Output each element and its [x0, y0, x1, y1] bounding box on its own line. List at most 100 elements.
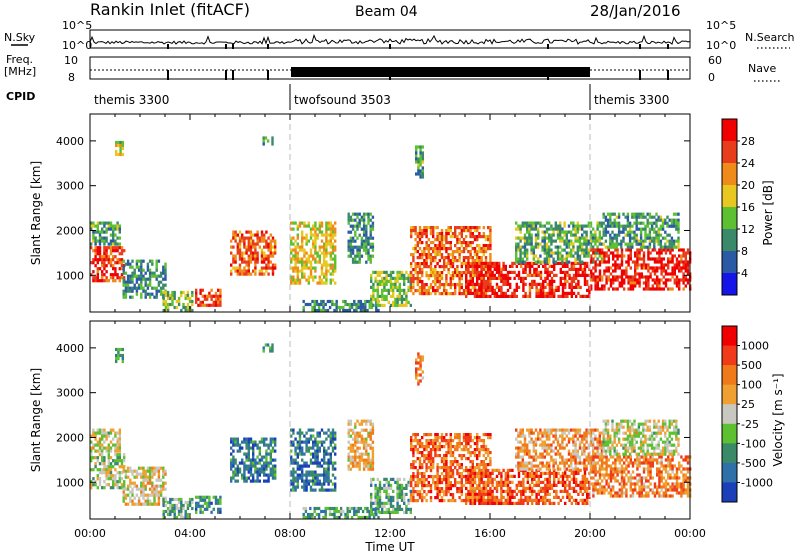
echo-cell	[440, 466, 444, 470]
echo-cell	[598, 236, 601, 240]
echo-cell	[362, 233, 366, 237]
echo-cell	[418, 466, 422, 470]
echo-cell	[356, 446, 359, 450]
echo-cell	[642, 287, 646, 291]
echo-cell	[290, 458, 293, 462]
echo-cell	[148, 466, 152, 470]
echo-cell	[296, 266, 299, 270]
echo-cell	[449, 235, 452, 239]
echo-cell	[454, 235, 457, 239]
echo-cell	[454, 283, 457, 287]
echo-cell	[126, 475, 130, 479]
echo-cell	[613, 212, 616, 216]
echo-cell	[666, 233, 669, 237]
echo-cell	[116, 242, 119, 246]
echo-cell	[241, 440, 244, 444]
echo-cell	[423, 472, 426, 476]
echo-cell	[122, 493, 125, 497]
echo-cell	[421, 499, 424, 503]
echo-cell	[309, 515, 312, 520]
echo-cell	[349, 461, 353, 465]
echo-cell	[325, 245, 328, 249]
echo-cell	[238, 254, 242, 258]
echo-cell	[587, 224, 590, 228]
echo-cell	[412, 448, 415, 452]
echo-cell	[615, 245, 619, 249]
echo-cell	[449, 259, 452, 263]
echo-cell	[659, 227, 663, 231]
echo-cell	[351, 212, 355, 216]
echo-cell	[269, 260, 272, 264]
echo-cell	[467, 226, 470, 230]
echo-cell	[96, 468, 99, 472]
echo-cell	[334, 452, 337, 456]
echo-cell	[92, 279, 95, 283]
echo-cell	[120, 276, 124, 280]
echo-cell	[347, 446, 350, 450]
echo-cell	[334, 485, 337, 489]
echo-cell	[531, 285, 534, 289]
echo-cell	[545, 248, 549, 252]
echo-cell	[120, 246, 124, 250]
echo-cell	[484, 264, 488, 268]
echo-cell	[575, 276, 578, 280]
echo-cell	[320, 308, 323, 313]
echo-cell	[383, 504, 386, 508]
echo-cell	[252, 245, 255, 249]
echo-cell	[583, 242, 586, 246]
echo-cell	[664, 251, 668, 255]
echo-cell	[445, 463, 448, 467]
echo-cell	[334, 266, 337, 270]
echo-cell	[342, 305, 345, 310]
echo-cell	[418, 463, 422, 467]
echo-cell	[484, 279, 488, 283]
echo-cell	[432, 259, 435, 263]
echo-cell	[570, 267, 573, 271]
echo-cell	[405, 300, 408, 304]
echo-cell	[164, 472, 167, 476]
echo-cell	[353, 509, 356, 514]
echo-cell	[550, 282, 554, 286]
echo-cell	[412, 478, 415, 482]
echo-cell	[592, 248, 595, 252]
echo-cell	[219, 297, 222, 301]
echo-cell	[614, 248, 617, 252]
echo-cell	[90, 224, 93, 228]
echo-cell	[354, 437, 357, 441]
echo-cell	[436, 244, 439, 248]
echo-cell	[423, 475, 426, 479]
echo-cell	[416, 256, 419, 260]
echo-cell	[440, 292, 444, 296]
echo-cell	[471, 264, 474, 268]
echo-cell	[241, 461, 244, 465]
echo-cell	[447, 259, 450, 263]
echo-cell	[429, 259, 433, 263]
echo-cell	[436, 493, 439, 497]
echo-cell	[585, 242, 588, 246]
echo-cell	[94, 258, 97, 262]
echo-cell	[107, 258, 110, 262]
echo-cell	[458, 280, 461, 284]
echo-cell	[351, 248, 355, 252]
echo-cell	[265, 461, 268, 465]
echo-cell	[677, 218, 680, 222]
echo-cell	[169, 506, 172, 511]
echo-cell	[578, 239, 582, 243]
echo-cell	[575, 282, 578, 286]
echo-cell	[219, 507, 222, 511]
echo-cell	[415, 157, 418, 161]
echo-cell	[653, 266, 657, 270]
echo-cell	[581, 267, 584, 271]
echo-cell	[521, 251, 524, 255]
echo-cell	[327, 242, 330, 246]
echo-cell	[521, 257, 524, 261]
echo-cell	[410, 442, 413, 446]
echo-cell	[162, 515, 165, 520]
echo-cell	[542, 291, 545, 295]
echo-cell	[274, 449, 277, 453]
echo-cell	[98, 258, 102, 262]
echo-cell	[612, 251, 615, 255]
echo-cell	[365, 230, 368, 234]
echo-cell	[438, 478, 441, 482]
echo-cell	[432, 274, 435, 278]
